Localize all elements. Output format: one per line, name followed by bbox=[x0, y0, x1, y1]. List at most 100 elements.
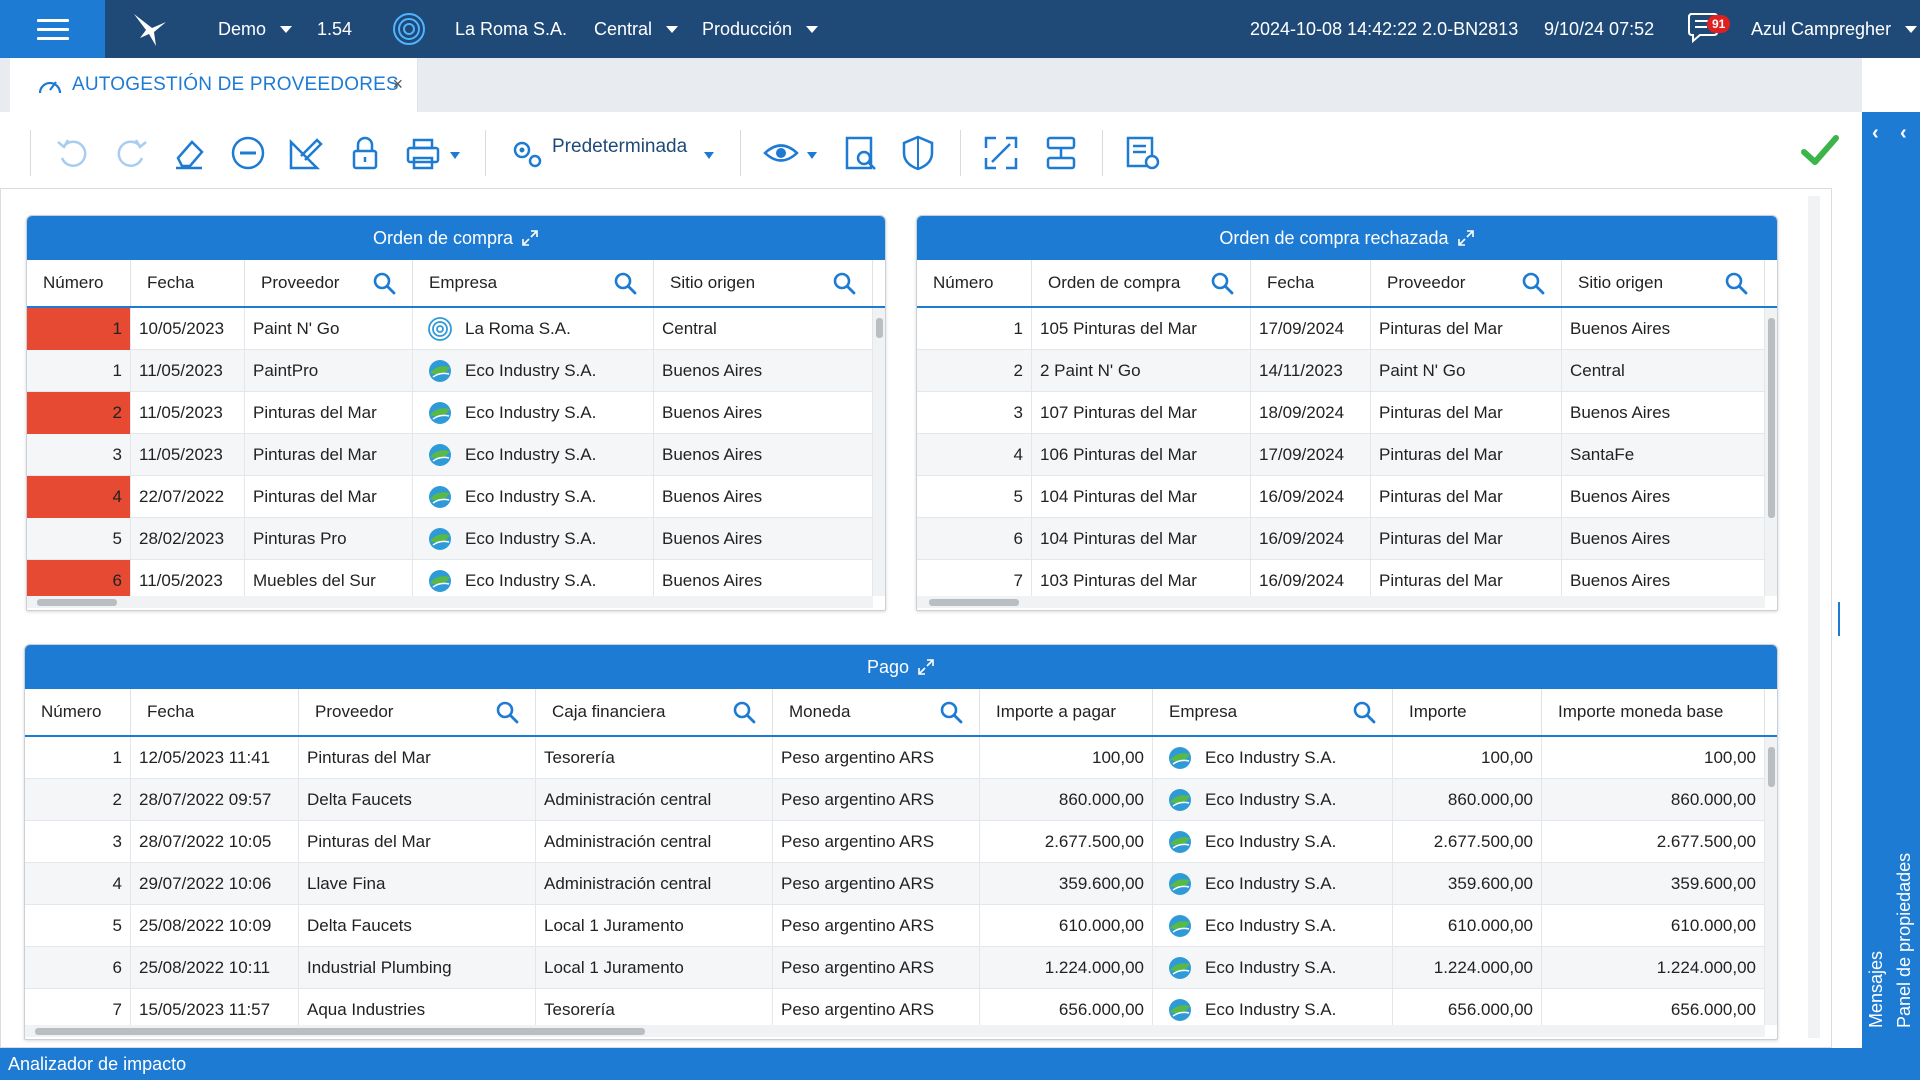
impact-analyzer-bar[interactable]: Analizador de impacto bbox=[0, 1048, 1920, 1080]
column-header-num[interactable]: Número bbox=[27, 260, 131, 306]
purchase-order-row[interactable]: 3 11/05/2023 Pinturas del Mar Eco Industry … bbox=[27, 434, 873, 476]
lock-button[interactable] bbox=[344, 132, 386, 174]
search-icon[interactable] bbox=[1352, 700, 1376, 724]
mode-selector[interactable]: Producción bbox=[702, 0, 819, 58]
cell-proveedor: Aqua Industries bbox=[299, 989, 536, 1031]
cell-text: 3 bbox=[1013, 403, 1023, 422]
payment-row[interactable]: 4 29/07/2022 10:06 Llave Fina Administració… bbox=[25, 863, 1765, 905]
purchase-order-row[interactable]: 4 22/07/2022 Pinturas del Mar Eco Industry … bbox=[27, 476, 873, 518]
preset-label[interactable]: Predeterminada bbox=[552, 136, 688, 157]
chevron-left-icon[interactable]: ‹ bbox=[1900, 122, 1907, 144]
undo-button[interactable] bbox=[52, 132, 94, 174]
close-tab-icon[interactable]: × bbox=[392, 74, 403, 94]
search-icon[interactable] bbox=[832, 271, 856, 295]
horizontal-scrollbar[interactable] bbox=[917, 596, 1765, 608]
properties-panel-tab[interactable]: Panel de propiedades bbox=[1894, 852, 1914, 1028]
vertical-scrollbar[interactable] bbox=[873, 308, 885, 596]
column-header-num[interactable]: Número bbox=[25, 689, 131, 735]
search-icon[interactable] bbox=[939, 700, 963, 724]
purchase-order-row[interactable]: 6 11/05/2023 Muebles del Sur Eco Industry S… bbox=[27, 560, 873, 602]
list-settings-button[interactable] bbox=[1122, 132, 1164, 174]
checkmark-icon[interactable] bbox=[1800, 130, 1840, 170]
column-header-sitio[interactable]: Sitio origen bbox=[654, 260, 873, 306]
search-icon[interactable] bbox=[1724, 271, 1748, 295]
company-name[interactable]: La Roma S.A. bbox=[455, 18, 568, 39]
search-document-button[interactable] bbox=[840, 132, 882, 174]
column-header-empresa[interactable]: Empresa bbox=[1153, 689, 1393, 735]
column-header-base[interactable]: Importe moneda base bbox=[1542, 689, 1765, 735]
payment-row[interactable]: 3 28/07/2022 10:05 Pinturas del Mar Adminis… bbox=[25, 821, 1765, 863]
vertical-scrollbar[interactable] bbox=[1765, 737, 1777, 1025]
column-header-orden[interactable]: Orden de compra bbox=[1032, 260, 1251, 306]
site-selector[interactable]: Central bbox=[594, 0, 679, 58]
payment-row[interactable]: 2 28/07/2022 09:57 Delta Faucets Administra… bbox=[25, 779, 1765, 821]
search-icon[interactable] bbox=[1210, 271, 1234, 295]
rejected-order-row[interactable]: 7 103 Pinturas del Mar 16/09/2024 Pinturas … bbox=[917, 560, 1765, 602]
toolbar bbox=[0, 112, 1862, 188]
security-button[interactable] bbox=[897, 132, 939, 174]
cell-empresa: Eco Industry S.A. bbox=[413, 560, 654, 602]
rejected-order-row[interactable]: 4 106 Pinturas del Mar 17/09/2024 Pinturas … bbox=[917, 434, 1765, 476]
cell-text: Delta Faucets bbox=[307, 916, 412, 935]
purchase-order-row[interactable]: 1 10/05/2023 Paint N' Go La Roma S.A. Centra… bbox=[27, 308, 873, 350]
preset-dropdown-icon[interactable] bbox=[704, 152, 714, 159]
tab-autogestion[interactable]: AUTOGESTIÓN DE PROVEEDORES × bbox=[10, 58, 418, 112]
expand-button[interactable] bbox=[980, 132, 1022, 174]
column-header-proveedor[interactable]: Proveedor bbox=[245, 260, 413, 306]
expand-arrows-icon[interactable] bbox=[521, 229, 539, 247]
payment-row[interactable]: 5 25/08/2022 10:09 Delta Faucets Local 1 Ju… bbox=[25, 905, 1765, 947]
column-header-proveedor[interactable]: Proveedor bbox=[1371, 260, 1562, 306]
main-scrollbar[interactable] bbox=[1808, 196, 1820, 1038]
payment-row[interactable]: 1 12/05/2023 11:41 Pinturas del Mar Tesorer… bbox=[25, 737, 1765, 779]
payment-row[interactable]: 6 25/08/2022 10:11 Industrial Plumbing Loca… bbox=[25, 947, 1765, 989]
rejected-order-row[interactable]: 5 104 Pinturas del Mar 16/09/2024 Pinturas … bbox=[917, 476, 1765, 518]
column-header-fecha[interactable]: Fecha bbox=[131, 689, 299, 735]
expand-arrows-icon[interactable] bbox=[1457, 229, 1475, 247]
vertical-scrollbar[interactable] bbox=[1765, 308, 1777, 596]
column-header-caja[interactable]: Caja financiera bbox=[536, 689, 773, 735]
search-icon[interactable] bbox=[495, 700, 519, 724]
rejected-order-row[interactable]: 1 105 Pinturas del Mar 17/09/2024 Pinturas … bbox=[917, 308, 1765, 350]
column-header-sitio[interactable]: Sitio origen bbox=[1562, 260, 1765, 306]
tab-title: AUTOGESTIÓN DE PROVEEDORES bbox=[72, 74, 399, 95]
resize-handle[interactable] bbox=[1838, 602, 1840, 636]
rejected-order-row[interactable]: 2 2 Paint N' Go 14/11/2023 Paint N' Go Centr… bbox=[917, 350, 1765, 392]
print-dropdown-icon[interactable] bbox=[450, 152, 460, 159]
remove-button[interactable] bbox=[227, 132, 269, 174]
column-header-fecha[interactable]: Fecha bbox=[1251, 260, 1371, 306]
column-header-fecha[interactable]: Fecha bbox=[131, 260, 245, 306]
edit-button[interactable] bbox=[285, 132, 327, 174]
purchase-order-row[interactable]: 1 11/05/2023 PaintPro Eco Industry S.A. Buen… bbox=[27, 350, 873, 392]
search-icon[interactable] bbox=[1521, 271, 1545, 295]
rejected-order-row[interactable]: 6 104 Pinturas del Mar 16/09/2024 Pinturas … bbox=[917, 518, 1765, 560]
column-header-num[interactable]: Número bbox=[917, 260, 1032, 306]
messages-panel-tab[interactable]: Mensajes bbox=[1866, 950, 1886, 1028]
print-button[interactable] bbox=[402, 132, 444, 174]
column-header-proveedor[interactable]: Proveedor bbox=[299, 689, 536, 735]
hamburger-menu-button[interactable] bbox=[0, 0, 105, 58]
purchase-order-row[interactable]: 5 28/02/2023 Pinturas Pro Eco Industry S.A.… bbox=[27, 518, 873, 560]
column-header-label: Sitio origen bbox=[670, 273, 756, 292]
eraser-button[interactable] bbox=[168, 132, 210, 174]
environment-selector[interactable]: Demo bbox=[218, 0, 293, 58]
expand-arrows-icon[interactable] bbox=[917, 658, 935, 676]
preset-button[interactable] bbox=[506, 132, 548, 174]
search-icon[interactable] bbox=[372, 271, 396, 295]
rejected-order-row[interactable]: 3 107 Pinturas del Mar 18/09/2024 Pinturas … bbox=[917, 392, 1765, 434]
column-header-importe[interactable]: Importe bbox=[1393, 689, 1542, 735]
search-icon[interactable] bbox=[732, 700, 756, 724]
purchase-order-row[interactable]: 2 11/05/2023 Pinturas del Mar Eco Industry … bbox=[27, 392, 873, 434]
column-header-empresa[interactable]: Empresa bbox=[413, 260, 654, 306]
cell-num: 1 bbox=[27, 308, 131, 350]
horizontal-scrollbar[interactable] bbox=[27, 596, 873, 608]
search-icon[interactable] bbox=[613, 271, 637, 295]
chevron-left-icon[interactable]: ‹ bbox=[1872, 122, 1879, 144]
view-button[interactable] bbox=[760, 132, 802, 174]
column-header-apagar[interactable]: Importe a pagar bbox=[980, 689, 1153, 735]
view-dropdown-icon[interactable] bbox=[807, 152, 817, 159]
split-button[interactable] bbox=[1040, 132, 1082, 174]
redo-button[interactable] bbox=[110, 132, 152, 174]
column-header-moneda[interactable]: Moneda bbox=[773, 689, 980, 735]
horizontal-scrollbar[interactable] bbox=[25, 1025, 1765, 1037]
user-menu[interactable]: Azul Campregher bbox=[1751, 0, 1918, 58]
